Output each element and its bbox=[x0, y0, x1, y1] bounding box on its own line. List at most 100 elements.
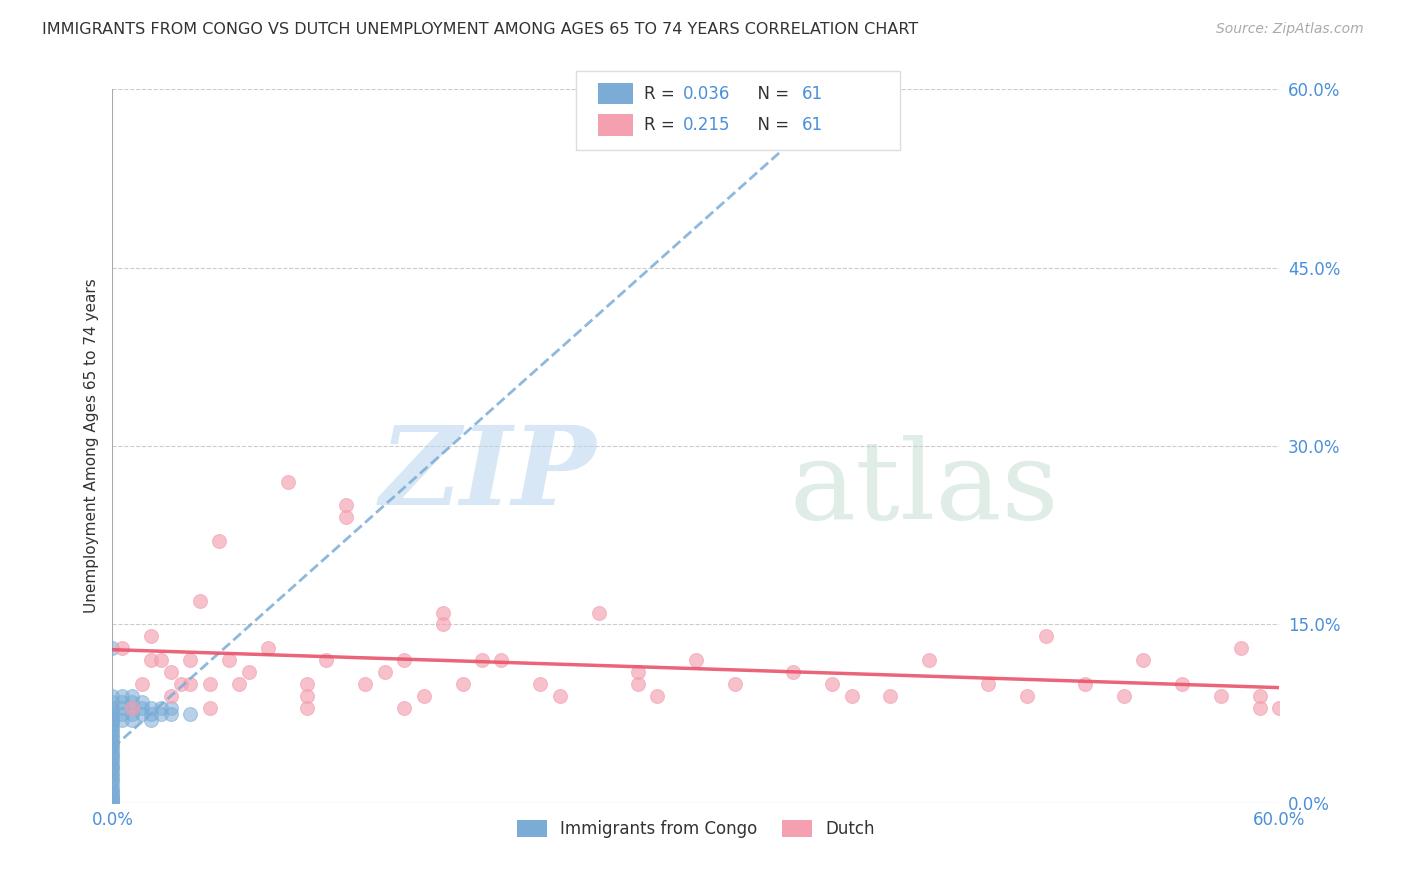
Point bbox=[101, 784, 124, 798]
Point bbox=[101, 768, 124, 782]
Point bbox=[101, 778, 124, 792]
Point bbox=[1112, 689, 1135, 703]
Point bbox=[841, 689, 863, 703]
Point bbox=[685, 653, 707, 667]
Point bbox=[111, 713, 134, 727]
Point bbox=[101, 706, 124, 721]
Text: 0.215: 0.215 bbox=[683, 116, 731, 134]
Point bbox=[451, 677, 474, 691]
Point bbox=[101, 695, 124, 709]
Point bbox=[101, 700, 124, 714]
Point bbox=[121, 706, 143, 721]
Point bbox=[529, 677, 551, 691]
Point bbox=[101, 789, 124, 804]
Text: atlas: atlas bbox=[789, 435, 1059, 542]
Point bbox=[121, 713, 143, 727]
Point bbox=[1171, 677, 1194, 691]
Point bbox=[627, 665, 650, 679]
Point bbox=[101, 766, 124, 780]
Point bbox=[1209, 689, 1232, 703]
Point bbox=[821, 677, 844, 691]
Point bbox=[101, 734, 124, 748]
Point bbox=[101, 746, 124, 760]
Point bbox=[101, 736, 124, 750]
Point bbox=[111, 700, 134, 714]
Point bbox=[101, 757, 124, 772]
Point bbox=[141, 653, 163, 667]
Point bbox=[335, 499, 357, 513]
Point bbox=[228, 677, 250, 691]
Point bbox=[976, 677, 998, 691]
Point bbox=[394, 700, 416, 714]
Point bbox=[111, 706, 134, 721]
Point bbox=[218, 653, 240, 667]
Point bbox=[645, 689, 668, 703]
Point bbox=[101, 750, 124, 764]
Point bbox=[188, 593, 211, 607]
Point bbox=[238, 665, 260, 679]
Point bbox=[101, 724, 124, 739]
Point bbox=[1249, 689, 1271, 703]
Point bbox=[295, 700, 318, 714]
Point bbox=[141, 700, 163, 714]
Point bbox=[111, 689, 134, 703]
Point bbox=[101, 718, 124, 732]
Point bbox=[295, 689, 318, 703]
Point bbox=[101, 748, 124, 763]
Point bbox=[354, 677, 377, 691]
Text: N =: N = bbox=[747, 116, 794, 134]
Point bbox=[101, 710, 124, 724]
Point bbox=[111, 641, 134, 656]
Point bbox=[111, 695, 134, 709]
Point bbox=[471, 653, 494, 667]
Point bbox=[101, 713, 124, 727]
Point bbox=[179, 653, 201, 667]
Text: IMMIGRANTS FROM CONGO VS DUTCH UNEMPLOYMENT AMONG AGES 65 TO 74 YEARS CORRELATIO: IMMIGRANTS FROM CONGO VS DUTCH UNEMPLOYM… bbox=[42, 22, 918, 37]
Point bbox=[588, 606, 610, 620]
Point bbox=[1074, 677, 1097, 691]
Point bbox=[1035, 629, 1057, 643]
Point bbox=[150, 700, 173, 714]
Point bbox=[101, 792, 124, 806]
Point bbox=[412, 689, 434, 703]
Point bbox=[101, 781, 124, 796]
Point bbox=[160, 689, 183, 703]
Point bbox=[335, 510, 357, 524]
Point bbox=[879, 689, 901, 703]
Point bbox=[160, 665, 183, 679]
Point bbox=[491, 653, 513, 667]
Point bbox=[1229, 641, 1251, 656]
Point bbox=[150, 706, 173, 721]
Text: R =: R = bbox=[644, 85, 681, 103]
Point bbox=[101, 789, 124, 803]
Point bbox=[198, 677, 221, 691]
Point bbox=[724, 677, 747, 691]
Point bbox=[101, 760, 124, 774]
Point bbox=[101, 796, 124, 810]
Point bbox=[160, 706, 183, 721]
Point bbox=[101, 689, 124, 703]
Point bbox=[276, 475, 298, 489]
Text: N =: N = bbox=[747, 85, 794, 103]
Point bbox=[548, 689, 571, 703]
Point bbox=[257, 641, 280, 656]
Point bbox=[169, 677, 191, 691]
Point bbox=[394, 653, 416, 667]
Point bbox=[150, 653, 173, 667]
Point bbox=[101, 739, 124, 753]
Point bbox=[1132, 653, 1154, 667]
Point bbox=[627, 677, 650, 691]
Point bbox=[101, 763, 124, 777]
Text: R =: R = bbox=[644, 116, 685, 134]
Point bbox=[141, 629, 163, 643]
Point bbox=[131, 695, 153, 709]
Point bbox=[101, 754, 124, 768]
Legend: Immigrants from Congo, Dutch: Immigrants from Congo, Dutch bbox=[510, 813, 882, 845]
Text: 61: 61 bbox=[801, 116, 823, 134]
Point bbox=[101, 742, 124, 756]
Text: Source: ZipAtlas.com: Source: ZipAtlas.com bbox=[1216, 22, 1364, 37]
Text: 0.036: 0.036 bbox=[683, 85, 731, 103]
Point bbox=[198, 700, 221, 714]
Point bbox=[101, 786, 124, 800]
Point bbox=[121, 695, 143, 709]
